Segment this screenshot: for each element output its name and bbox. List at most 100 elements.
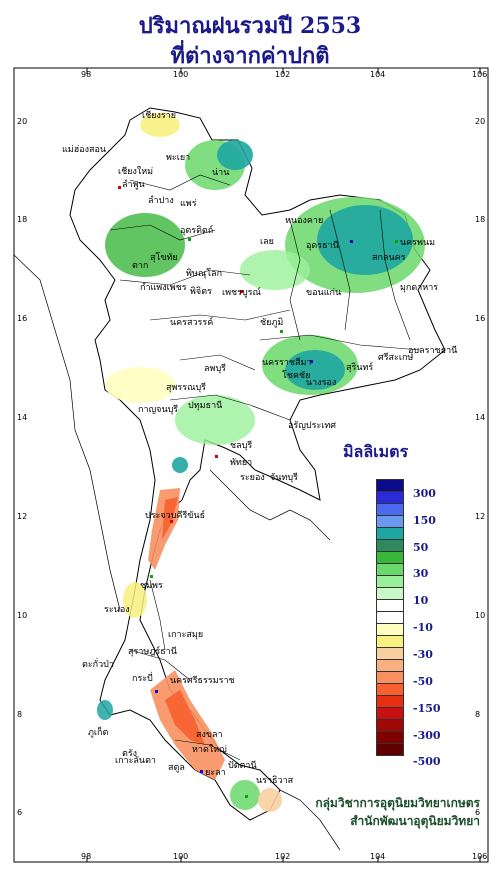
place-label: ลพบุรี bbox=[204, 364, 226, 374]
right-tick-12: 12 bbox=[475, 512, 486, 521]
place-label: อรัญประเทศ bbox=[288, 421, 337, 431]
place-label: ลำปาง bbox=[148, 196, 174, 206]
top-tick-104: 104 bbox=[370, 70, 386, 79]
legend-label: -500 bbox=[413, 755, 441, 768]
place-label: สุโขทัย bbox=[150, 253, 178, 263]
bottom-tick-104: 104 bbox=[370, 852, 386, 861]
legend-label: 150 bbox=[413, 514, 436, 527]
place-label: อุบลราชธานี bbox=[408, 346, 458, 356]
place-label: ยะลา bbox=[205, 768, 226, 778]
place-label: นครศรีธรรมราช bbox=[170, 676, 235, 686]
right-tick-10: 10 bbox=[475, 611, 486, 620]
right-tick-18: 18 bbox=[475, 215, 486, 224]
place-label: กาญจนบุรี bbox=[138, 405, 179, 415]
top-tick-102: 102 bbox=[275, 70, 291, 79]
place-label: ขอนแก่น bbox=[306, 288, 342, 298]
map-frame bbox=[13, 67, 489, 863]
legend-label: -30 bbox=[413, 648, 433, 661]
place-label: อุดรธานี bbox=[306, 241, 339, 251]
place-label: พิษณุโลก bbox=[186, 269, 223, 279]
place-label: จันทบุรี bbox=[270, 473, 298, 483]
bottom-tick-106: 106 bbox=[472, 852, 488, 861]
place-label: เชียงใหม่ bbox=[118, 167, 154, 177]
right-tick-20: 20 bbox=[475, 117, 486, 126]
place-label: ระนอง bbox=[104, 605, 130, 615]
legend-title: มิลลิเมตร bbox=[343, 442, 409, 461]
legend-label: 300 bbox=[413, 487, 436, 500]
place-label: สกลนคร bbox=[372, 253, 406, 263]
place-label: ชลบุรี bbox=[230, 441, 253, 451]
place-label: หาดใหญ่ bbox=[192, 745, 227, 755]
legend-label: -150 bbox=[413, 702, 441, 715]
place-label: สงขลา bbox=[196, 730, 223, 740]
place-label: พัทยา bbox=[230, 458, 253, 468]
place-label: กระบี่ bbox=[132, 674, 153, 684]
axis-ticks bbox=[86, 68, 481, 862]
place-label: โชคชัย bbox=[282, 371, 311, 381]
place-label: พะเยา bbox=[166, 153, 191, 163]
place-label: มุกดาหาร bbox=[400, 283, 439, 293]
place-label: เพชรบูรณ์ bbox=[222, 288, 261, 298]
place-label: ชัยภูมิ bbox=[260, 318, 284, 328]
right-tick-6: 6 bbox=[475, 808, 481, 817]
place-label: ศรีสะเกษ bbox=[378, 353, 414, 363]
legend-label: -10 bbox=[413, 621, 433, 634]
top-tick-100: 100 bbox=[173, 70, 189, 79]
left-tick-18: 18 bbox=[17, 215, 28, 224]
place-label: ตะกั่วป่า bbox=[82, 660, 114, 670]
place-label: นางรอง bbox=[306, 378, 337, 388]
left-tick-20: 20 bbox=[17, 117, 28, 126]
place-label: ลำพูน bbox=[122, 180, 145, 190]
place-label: พิจิตร bbox=[190, 287, 212, 297]
bottom-tick-100: 100 bbox=[173, 852, 189, 861]
place-label: เกาะสมุย bbox=[168, 630, 204, 640]
legend-label: -300 bbox=[413, 729, 441, 742]
map-subtitle: ที่ต่างจากค่าปกติ bbox=[170, 43, 330, 69]
right-tick-8: 8 bbox=[475, 710, 481, 719]
place-label: ประจวบคีรีขันธ์ bbox=[145, 511, 206, 521]
place-label: สตูล bbox=[168, 763, 185, 773]
legend-label: 30 bbox=[413, 567, 429, 580]
place-label: สุราษฎร์ธานี bbox=[128, 647, 177, 657]
place-label: สุรินทร์ bbox=[346, 363, 374, 373]
place-label: นครสวรรค์ bbox=[170, 318, 214, 328]
left-tick-8: 8 bbox=[17, 710, 23, 719]
left-tick-6: 6 bbox=[17, 808, 23, 817]
left-tick-16: 16 bbox=[17, 314, 28, 323]
place-label: นครพนม bbox=[400, 238, 436, 248]
right-tick-14: 14 bbox=[475, 413, 486, 422]
place-label: ตาก bbox=[132, 261, 149, 271]
legend-label: -50 bbox=[413, 675, 433, 688]
place-label: เลย bbox=[260, 237, 274, 247]
place-label: เกาะลันตา bbox=[115, 756, 156, 766]
place-label: ปัตตานี bbox=[228, 761, 257, 771]
credit-division: กลุ่มวิชาการอุตุนิยมวิทยาเกษตร bbox=[315, 796, 480, 810]
top-tick-106: 106 bbox=[472, 70, 488, 79]
left-tick-10: 10 bbox=[17, 611, 28, 620]
bottom-tick-98: 98 bbox=[81, 852, 92, 861]
legend-label: 10 bbox=[413, 594, 429, 607]
right-tick-16: 16 bbox=[475, 314, 486, 323]
neighbour-coastlines bbox=[13, 254, 341, 851]
place-label: น่าน bbox=[212, 168, 230, 178]
place-label: นครราชสีมา bbox=[262, 358, 312, 368]
rainfall-shading bbox=[97, 113, 425, 812]
place-label: หนองคาย bbox=[285, 216, 324, 226]
place-label: แม่ฮ่องสอน bbox=[62, 145, 107, 155]
left-tick-12: 12 bbox=[17, 512, 28, 521]
legend-swatch bbox=[376, 743, 404, 756]
place-label: ตรัง bbox=[122, 749, 138, 759]
place-label: เชียงราย bbox=[142, 111, 177, 121]
place-label: แพร่ bbox=[180, 199, 197, 209]
province-boundaries bbox=[109, 174, 421, 761]
place-label: อุตรดิตถ์ bbox=[180, 226, 214, 236]
place-label: สุพรรณบุรี bbox=[166, 383, 206, 393]
left-tick-14: 14 bbox=[17, 413, 28, 422]
credit-bureau: สำนักพัฒนาอุตุนิยมวิทยา bbox=[350, 814, 480, 828]
place-label: ชุมพร bbox=[140, 581, 163, 591]
place-label: กำแพงเพชร bbox=[140, 283, 187, 293]
station-markers bbox=[118, 186, 398, 798]
place-label: ภูเก็ต bbox=[88, 728, 109, 738]
legend-label: 50 bbox=[413, 541, 429, 554]
